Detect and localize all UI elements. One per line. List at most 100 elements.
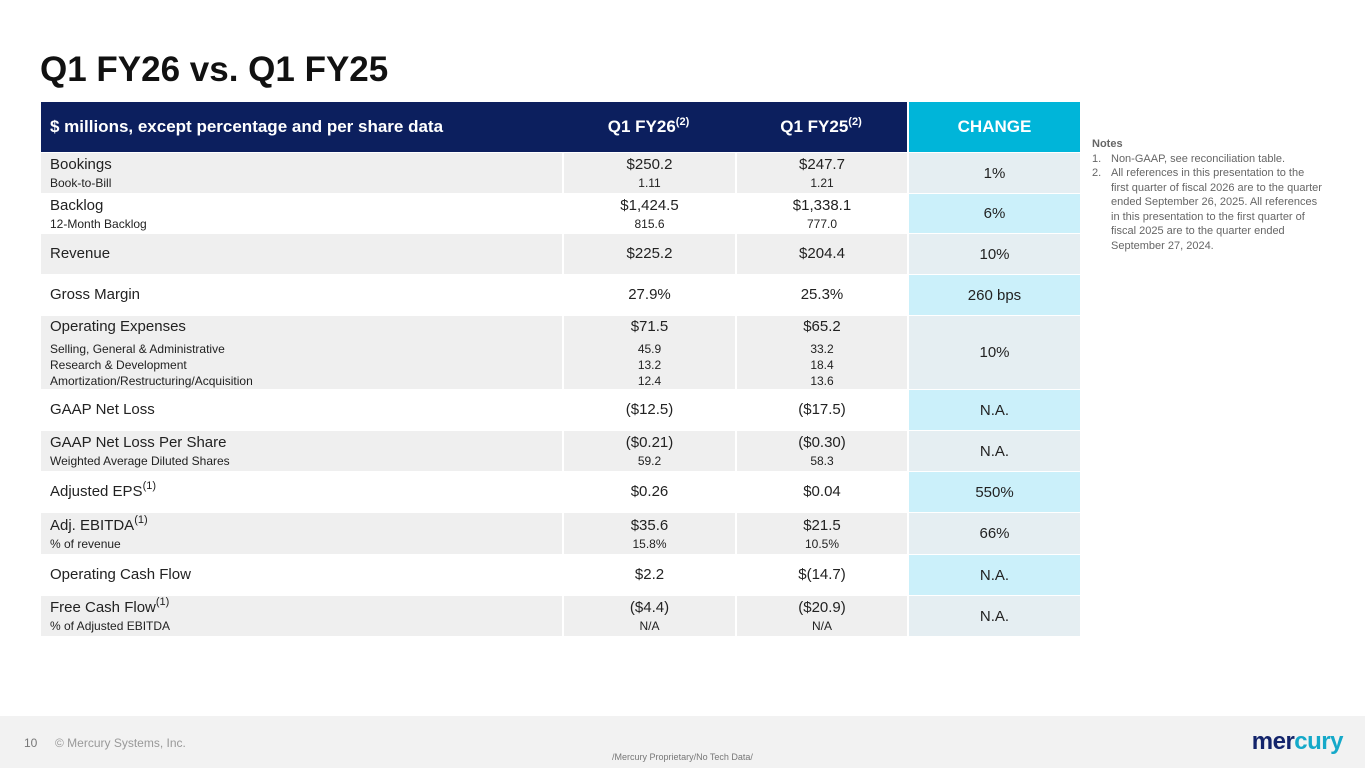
row-label-text: GAAP Net Loss Per Share <box>50 434 227 451</box>
row-label-sub: 12-Month Backlog <box>50 216 147 231</box>
q1fy26-value-text: 27.9% <box>628 286 671 303</box>
page-title: Q1 FY26 vs. Q1 FY25 <box>40 50 389 89</box>
q1fy26-value-main: $35.6 <box>564 516 735 536</box>
row-label: Operating Cash Flow <box>41 555 562 595</box>
q1fy26-value: 27.9% <box>562 275 735 315</box>
change-value: N.A. <box>907 555 1080 595</box>
table-row: Operating Cash Flow $2.2 $(14.7) N.A. <box>41 554 1080 595</box>
row-label-main: Adj. EBITDA(1) <box>50 513 562 536</box>
footnote-ref: (1) <box>134 513 148 526</box>
note-text: Non-GAAP, see reconciliation table. <box>1111 152 1286 165</box>
q1fy26-value: $225.2 <box>562 234 735 274</box>
row-label-text: Bookings <box>50 156 112 173</box>
change-value: N.A. <box>907 390 1080 430</box>
q1fy26-value-text: $2.2 <box>634 566 665 583</box>
change-value: 550% <box>907 472 1080 512</box>
q1fy25-value: $247.7 1.21 <box>735 153 907 193</box>
q1fy25-value-text: $0.04 <box>803 483 841 500</box>
q1fy26-value-sub: 13.2 <box>637 357 662 372</box>
q1fy26-value-sub: 15.8% <box>632 536 667 551</box>
q1fy25-value-text: ($17.5) <box>798 401 846 418</box>
row-label-main: Operating Cash Flow <box>50 565 562 585</box>
row-label-sub: Research & Development <box>50 357 187 372</box>
table-row: Adj. EBITDA(1)% of revenue $35.6 15.8% $21.… <box>41 512 1080 554</box>
q1fy25-value-text: $(14.7) <box>798 566 846 583</box>
table-row: Bookings Book-to-Bill $250.2 1.11 $247.7 1.21… <box>41 152 1080 193</box>
q1fy26-value-text: ($12.5) <box>625 401 674 418</box>
q1fy25-value-text: 25.3% <box>800 286 844 303</box>
row-label-text: GAAP Net Loss <box>50 401 155 418</box>
row-label-text: Free Cash Flow <box>50 599 156 616</box>
q1fy25-value-text: $65.2 <box>803 317 841 335</box>
change-value: 1% <box>907 153 1080 193</box>
row-label: Free Cash Flow(1)% of Adjusted EBITDA <box>41 596 562 636</box>
q1fy26-value-sub: 12.4 <box>637 373 662 388</box>
q1fy26-value-text: ($0.21) <box>625 434 674 451</box>
footer: 10 © Mercury Systems, Inc. /Mercury Prop… <box>0 716 1365 768</box>
row-label-main: Revenue <box>50 244 562 264</box>
q1fy25-value-main: $247.7 <box>737 155 907 175</box>
row-label-main: Operating Expenses <box>50 317 562 337</box>
q1fy26-value-sub: 815.6 <box>634 216 665 231</box>
row-label-main: Gross Margin <box>50 285 562 305</box>
q1fy25-value-main: ($0.30) <box>737 433 907 453</box>
q1fy25-value-sub: N/A <box>811 619 832 633</box>
row-label-sub: Book-to-Bill <box>50 176 112 190</box>
row-label-sub: Amortization/Restructuring/Acquisition <box>50 373 253 388</box>
q1fy25-value: ($20.9) N/A <box>735 596 907 636</box>
q1fy26-value-sub: N/A <box>639 619 660 633</box>
q1fy26-value: ($4.4) N/A <box>562 596 735 636</box>
q1fy26-value-sub: 1.11 <box>638 176 661 190</box>
q1fy26-value-main: $2.2 <box>564 565 735 585</box>
row-label: Adjusted EPS(1) <box>41 472 562 512</box>
q1fy26-value: ($0.21) 59.2 <box>562 431 735 471</box>
note-item: 2. All references in this presentation to… <box>1092 166 1322 253</box>
q1fy26-value: $2.2 <box>562 555 735 595</box>
change-value: N.A. <box>907 431 1080 471</box>
change-value: 66% <box>907 513 1080 554</box>
row-label-text: Adjusted EPS <box>50 483 143 500</box>
table-row: Operating Expenses Selling, General & Adm… <box>41 315 1080 389</box>
row-label-text: Backlog <box>50 196 104 214</box>
q1fy26-value-main: $225.2 <box>564 244 735 264</box>
q1fy26-value-text: $250.2 <box>626 156 673 173</box>
q1fy25-value-sub: 33.2 <box>810 341 834 356</box>
q1fy25-value-main: $1,338.1 <box>737 196 907 216</box>
table-header: $ millions, except percentage and per sh… <box>41 102 1080 152</box>
q1fy25-value-sub: 13.6 <box>810 373 834 388</box>
q1fy26-value-text: $225.2 <box>626 245 673 262</box>
q1fy26-value-text: $0.26 <box>630 483 669 500</box>
q1fy25-value-sub: 18.4 <box>810 357 834 372</box>
table-row: GAAP Net Loss ($12.5) ($17.5) N.A. <box>41 389 1080 430</box>
footnote-ref: (2) <box>848 116 862 128</box>
q1fy26-value-main: 27.9% <box>564 285 735 305</box>
q1fy26-value-sub: 45.9 <box>637 341 662 356</box>
q1fy25-value: ($0.30) 58.3 <box>735 431 907 471</box>
notes-heading: Notes <box>1092 138 1123 150</box>
q1fy26-value-main: $250.2 <box>564 155 735 175</box>
q1fy26-value-main: ($0.21) <box>564 433 735 453</box>
q1fy26-value: $250.2 1.11 <box>562 153 735 193</box>
row-label: Gross Margin <box>41 275 562 315</box>
table-row: Gross Margin 27.9% 25.3% 260 bps <box>41 274 1080 315</box>
q1fy25-value-sub: 1.21 <box>810 176 834 190</box>
mercury-logo: mercury <box>1251 728 1344 755</box>
q1fy26-value-text: $1,424.5 <box>620 196 679 214</box>
q1fy26-value-main: ($12.5) <box>564 400 735 420</box>
row-label-sub: % of Adjusted EBITDA <box>50 619 171 633</box>
row-label: GAAP Net Loss <box>41 390 562 430</box>
change-value: 260 bps <box>907 275 1080 315</box>
q1fy25-value-main: ($20.9) <box>737 598 907 618</box>
q1fy26-value-sub: 59.2 <box>637 454 662 468</box>
row-label-text: Gross Margin <box>50 286 141 303</box>
table-row: Free Cash Flow(1)% of Adjusted EBITDA ($4… <box>41 595 1080 636</box>
q1fy25-value: $(14.7) <box>735 555 907 595</box>
row-label-text: Operating Cash Flow <box>50 566 191 583</box>
note-number: 2. <box>1092 167 1102 179</box>
q1fy25-value-text: $247.7 <box>799 156 845 173</box>
table-row: GAAP Net Loss Per Share Weighted Average … <box>41 430 1080 471</box>
q1fy26-value-text: $71.5 <box>630 317 669 335</box>
row-label: Backlog 12-Month Backlog <box>41 194 562 233</box>
q1fy26-value-text: ($4.4) <box>629 599 670 616</box>
header-label: $ millions, except percentage and per sh… <box>50 117 444 136</box>
